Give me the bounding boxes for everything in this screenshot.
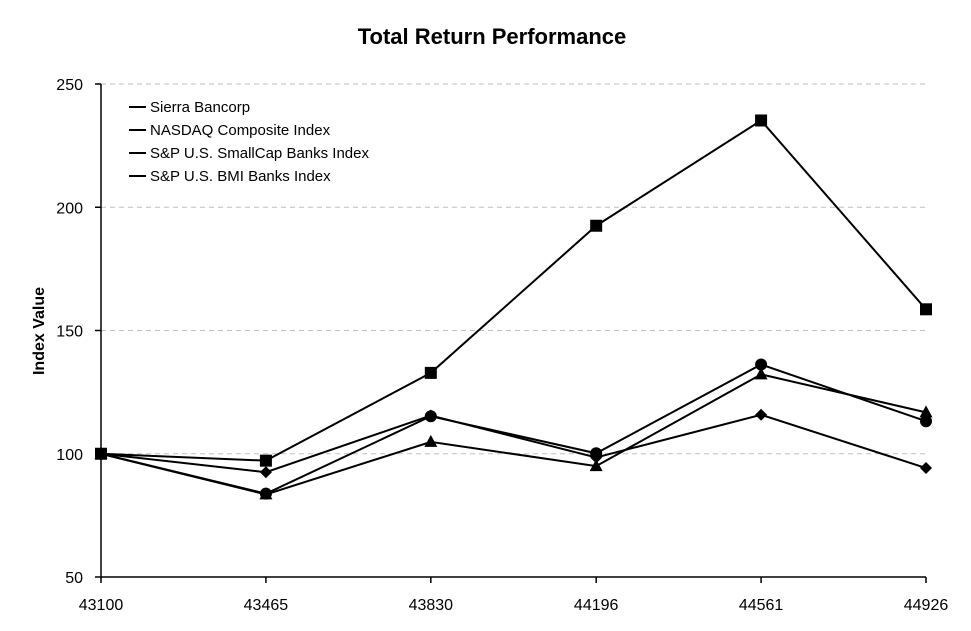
legend-item: Sierra Bancorp	[129, 99, 250, 116]
circle-point	[259, 487, 272, 500]
legend: Sierra Bancorp NASDAQ Composite Index S&P …	[129, 99, 369, 185]
x-tick-label: 43830	[409, 597, 454, 614]
series-group	[94, 114, 933, 500]
diamond-point	[920, 462, 932, 475]
square-point	[590, 219, 603, 232]
series-s-p-u-s-smallcap-banks-index	[94, 367, 933, 500]
square-point	[920, 303, 932, 316]
legend-item: S&P U.S. SmallCap Banks Index	[129, 145, 369, 162]
series-line	[100, 119, 927, 462]
y-tick-label: 100	[56, 447, 83, 464]
circle-point	[95, 447, 107, 460]
y-axis-label: Index Value	[31, 287, 48, 375]
x-tick-label: 44196	[574, 597, 619, 614]
square-point	[424, 366, 437, 379]
legend-item: S&P U.S. BMI Banks Index	[129, 168, 331, 185]
diamond-point	[755, 408, 768, 421]
square-point	[755, 114, 768, 127]
x-tick-label: 44561	[739, 597, 784, 614]
legend-label: S&P U.S. BMI Banks Index	[150, 168, 331, 185]
x-tick-label: 43465	[244, 597, 289, 614]
series-s-p-u-s-bmi-banks-index	[95, 358, 932, 500]
series-line	[100, 413, 927, 474]
axes: 50 100 150 200 250 43100 43465 43830 44196 44561 4…	[56, 77, 948, 614]
legend-label: S&P U.S. SmallCap Banks Index	[150, 145, 369, 162]
legend-item: NASDAQ Composite Index	[129, 122, 331, 139]
triangle-point	[589, 459, 603, 472]
circle-point	[755, 358, 768, 371]
circle-point	[920, 415, 932, 428]
circle-point	[424, 410, 437, 423]
series-line	[100, 363, 927, 495]
y-tick-label: 50	[65, 570, 83, 587]
series-sierra-bancorp	[95, 408, 932, 479]
triangle-point	[919, 405, 933, 418]
circle-point	[590, 447, 603, 460]
y-tick-label: 150	[56, 324, 83, 341]
triangle-point	[424, 434, 438, 447]
gridlines	[101, 83, 926, 455]
legend-label: NASDAQ Composite Index	[150, 122, 331, 139]
chart-title: Total Return Performance	[358, 24, 627, 49]
y-tick-label: 250	[56, 77, 83, 94]
diamond-point	[259, 466, 272, 479]
legend-label: Sierra Bancorp	[150, 99, 250, 116]
triangle-point	[754, 367, 768, 380]
x-tick-label: 43100	[79, 597, 124, 614]
x-tick-label: 44926	[904, 597, 949, 614]
square-point	[259, 454, 272, 467]
y-tick-label: 200	[56, 200, 83, 217]
